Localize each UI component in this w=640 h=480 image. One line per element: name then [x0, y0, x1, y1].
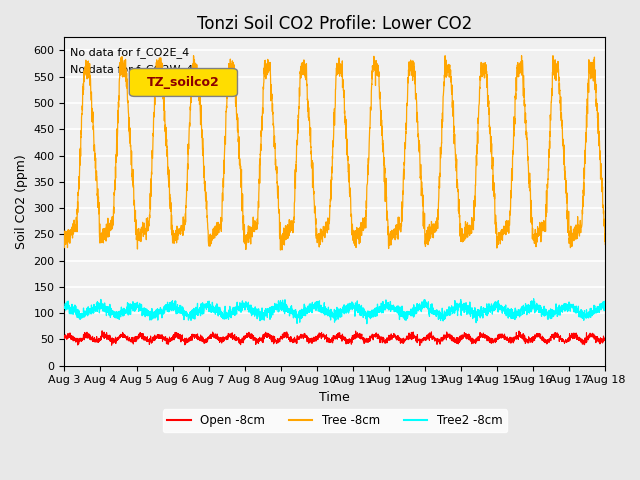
Title: Tonzi Soil CO2 Profile: Lower CO2: Tonzi Soil CO2 Profile: Lower CO2	[197, 15, 472, 33]
Y-axis label: Soil CO2 (ppm): Soil CO2 (ppm)	[15, 154, 28, 249]
Text: No data for f_CO2W_4: No data for f_CO2W_4	[70, 63, 193, 74]
Text: No data for f_CO2E_4: No data for f_CO2E_4	[70, 47, 189, 58]
X-axis label: Time: Time	[319, 391, 350, 404]
FancyBboxPatch shape	[129, 69, 237, 96]
Text: TZ_soilco2: TZ_soilco2	[147, 76, 220, 89]
Legend: Open -8cm, Tree -8cm, Tree2 -8cm: Open -8cm, Tree -8cm, Tree2 -8cm	[163, 409, 507, 432]
